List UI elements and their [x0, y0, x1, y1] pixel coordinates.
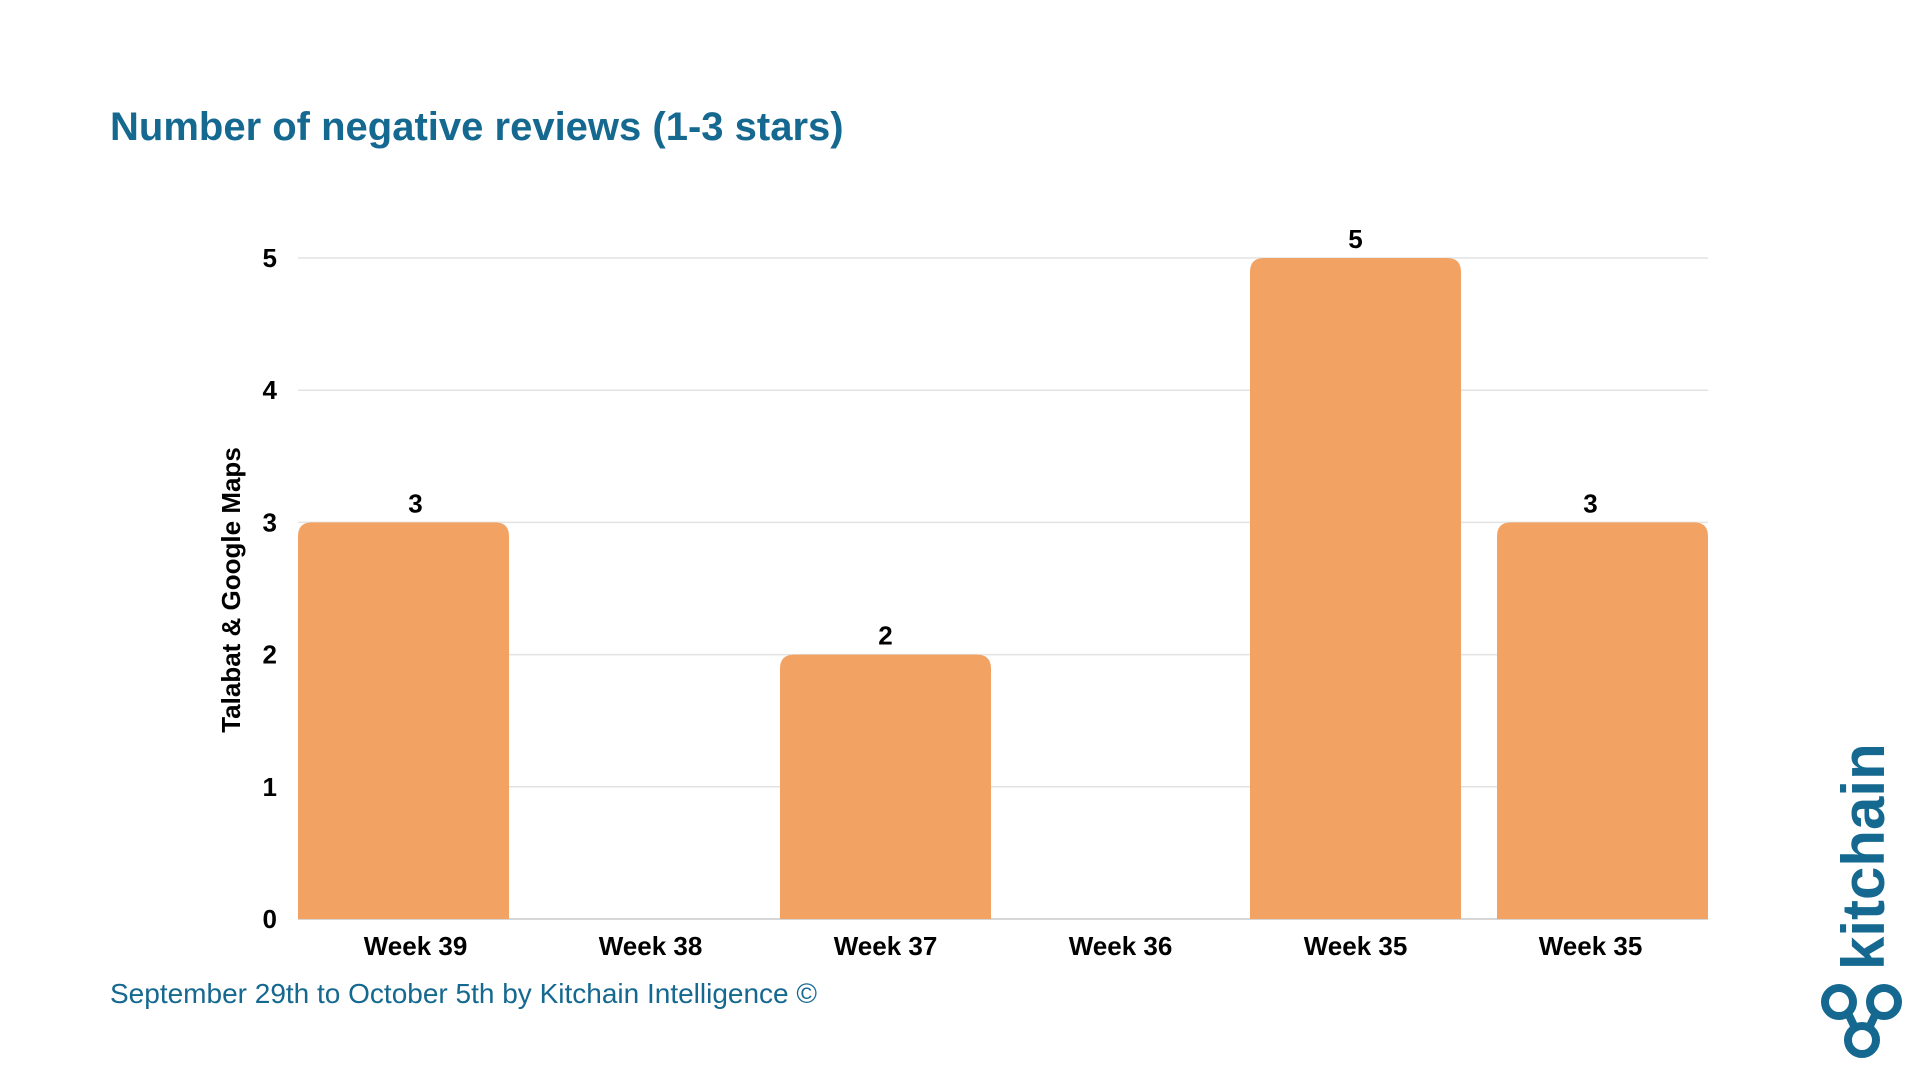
footer-credit: September 29th to October 5th by Kitchai…	[110, 978, 818, 1009]
data-label: 2	[878, 621, 892, 651]
logo-wordmark: kitchain	[1830, 743, 1897, 970]
chart-title: Number of negative reviews (1-3 stars)	[110, 105, 844, 149]
x-tick-label: Week 35	[1304, 931, 1408, 961]
gridlines	[298, 257, 1708, 920]
y-tick-label: 4	[263, 375, 278, 405]
data-label: 3	[1583, 488, 1597, 518]
x-axis-labels: Week 39 Week 38 Week 37 Week 36 Week 35 Week …	[364, 931, 1643, 961]
x-tick-label: Week 38	[599, 931, 703, 961]
y-tick-label: 3	[263, 507, 277, 537]
kitchain-logo-icon	[1821, 984, 1902, 1058]
x-tick-label: Week 37	[834, 931, 938, 961]
y-tick-label: 1	[263, 772, 277, 802]
data-labels: 3 2 5 3	[408, 224, 1597, 651]
kitchain-logo: kitchain	[1821, 743, 1902, 1058]
x-tick-label: Week 36	[1069, 931, 1173, 961]
y-tick-label: 2	[263, 640, 277, 670]
bars	[298, 258, 1708, 919]
data-label: 3	[408, 488, 422, 518]
y-tick-label: 5	[263, 243, 277, 273]
bar	[298, 522, 509, 919]
bar	[1497, 522, 1708, 919]
y-axis-ticks: 0 1 2 3 4 5	[263, 243, 278, 934]
x-tick-label: Week 35	[1539, 931, 1643, 961]
bar	[1250, 258, 1461, 919]
y-tick-label: 0	[263, 904, 277, 934]
data-label: 5	[1348, 224, 1362, 254]
x-tick-label: Week 39	[364, 931, 468, 961]
bar	[780, 654, 991, 919]
y-axis-title: Talabat & Google Maps	[216, 447, 246, 733]
